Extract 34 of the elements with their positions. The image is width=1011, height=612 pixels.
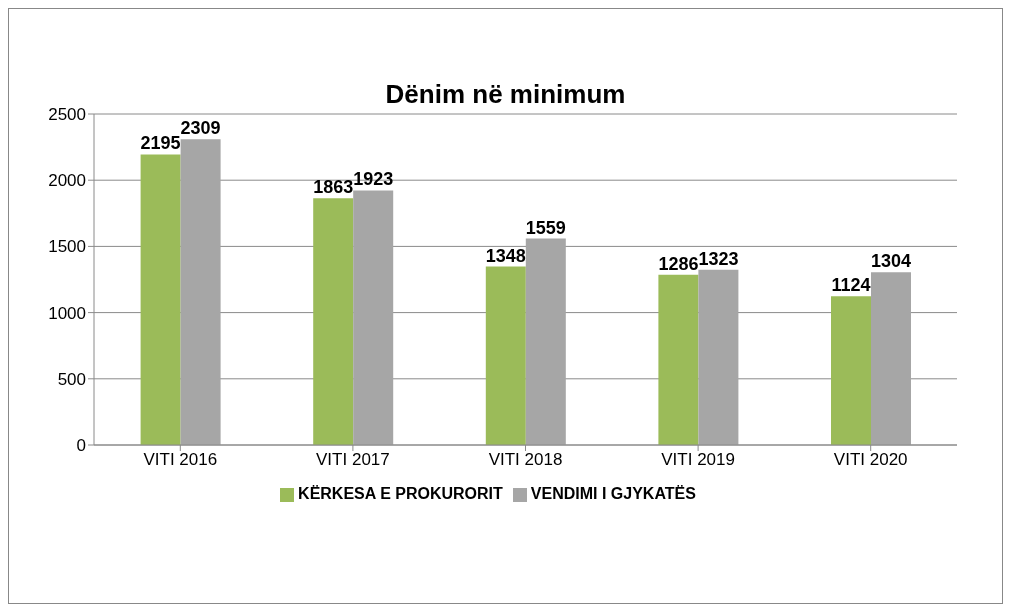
bar (140, 154, 181, 445)
data-label: 1923 (353, 169, 394, 190)
legend-label: KËRKESA E PROKURORIT (298, 485, 503, 502)
bar (525, 238, 566, 445)
chart-title: Dënim në minimum (385, 79, 626, 109)
data-label: 2195 (140, 133, 181, 154)
data-label: 1304 (870, 251, 912, 272)
bar (831, 296, 871, 445)
bar (353, 190, 394, 445)
bar (485, 266, 526, 445)
y-tick-label: 1500 (48, 237, 86, 257)
y-tick-label: 0 (76, 436, 86, 456)
data-label: 1559 (525, 217, 566, 238)
data-label: 1348 (485, 245, 526, 266)
x-tick-label: VITI 2020 (833, 450, 908, 470)
data-label: 1323 (698, 248, 739, 269)
bar (658, 274, 699, 445)
data-label: 2309 (180, 118, 221, 139)
x-tick-label: VITI 2018 (488, 450, 563, 470)
y-tick-label: 500 (57, 369, 86, 389)
x-tick-label: VITI 2016 (143, 450, 218, 470)
bar (180, 139, 221, 445)
x-tick-label: VITI 2017 (316, 450, 390, 470)
x-tick-label: VITI 2019 (661, 450, 735, 470)
legend-label: VENDIMI I GJYKATËS (530, 485, 696, 502)
bar (313, 198, 354, 445)
bar (871, 272, 911, 445)
y-tick-label: 1000 (48, 303, 86, 323)
data-label: 1124 (831, 275, 871, 296)
y-tick-label: 2000 (48, 171, 86, 191)
y-tick-label: 2500 (48, 105, 86, 125)
bar (698, 269, 739, 445)
data-label: 1286 (658, 253, 699, 274)
data-label: 1863 (313, 177, 354, 198)
